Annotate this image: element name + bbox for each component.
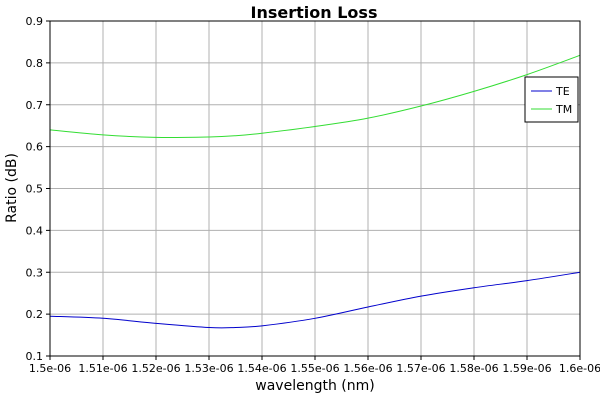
chart-title: Insertion Loss	[251, 3, 378, 22]
x-axis-label: wavelength (nm)	[255, 378, 374, 394]
y-tick-label: 0.5	[26, 183, 44, 196]
y-axis-ticks: 0.1 0.2 0.3 0.4 0.5 0.6 0.7 0.8 0.9	[26, 15, 50, 363]
y-axis-label: Ratio (dB)	[4, 153, 20, 223]
x-tick-label: 1.5e-06	[29, 362, 71, 375]
legend-box	[524, 76, 579, 123]
x-tick-label: 1.59e-06	[502, 362, 551, 375]
x-tick-label: 1.54e-06	[237, 362, 286, 375]
y-tick-label: 0.2	[26, 308, 44, 321]
series-line-tm	[49, 54, 581, 139]
series-line-te	[49, 271, 581, 329]
x-tick-label: 1.6e-06	[559, 362, 600, 375]
y-tick-label: 0.1	[26, 350, 44, 363]
y-tick-label: 0.7	[26, 99, 44, 112]
x-tick-label: 1.56e-06	[343, 362, 392, 375]
y-tick-label: 0.9	[26, 15, 44, 28]
y-tick-label: 0.3	[26, 266, 44, 279]
legend: TE TM	[524, 76, 579, 123]
y-tick-label: 0.4	[26, 224, 44, 237]
legend-tm-label: TM	[555, 103, 572, 116]
x-tick-label: 1.58e-06	[449, 362, 498, 375]
x-tick-label: 1.55e-06	[290, 362, 339, 375]
legend-te-label: TE	[555, 85, 570, 98]
x-axis-ticks: 1.5e-06 1.51e-06 1.52e-06 1.53e-06 1.54e-06 1…	[29, 356, 600, 375]
x-tick-label: 1.52e-06	[131, 362, 180, 375]
y-tick-label: 0.6	[26, 141, 44, 154]
series-lines	[49, 54, 581, 329]
x-tick-label: 1.51e-06	[78, 362, 127, 375]
y-tick-label: 0.8	[26, 57, 44, 70]
x-tick-label: 1.53e-06	[184, 362, 233, 375]
x-tick-label: 1.57e-06	[396, 362, 445, 375]
